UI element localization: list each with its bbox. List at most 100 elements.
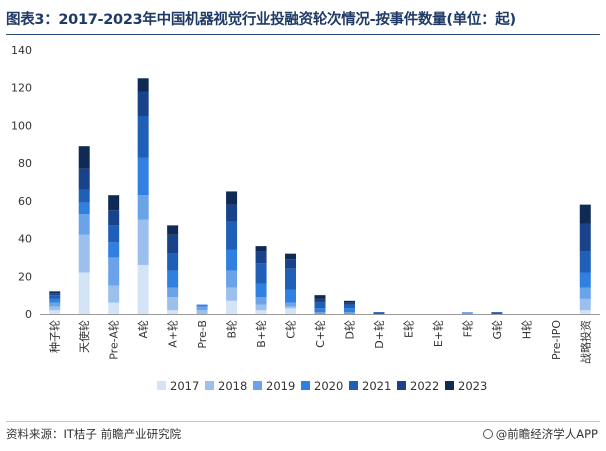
bar-segment — [49, 310, 61, 314]
bar-segment — [78, 189, 90, 203]
bar-segment — [167, 234, 179, 254]
y-tick-label: 60 — [18, 195, 32, 208]
x-tick-label: H轮 — [519, 320, 533, 339]
x-tick-label: C+轮 — [313, 320, 327, 348]
x-tick-label: 战略投资 — [578, 320, 592, 364]
bar-segment — [255, 304, 267, 311]
bar-segment — [108, 285, 120, 303]
legend-swatch — [157, 381, 166, 390]
bar-segment — [285, 268, 297, 290]
bar-segment — [108, 242, 120, 258]
bar-segment — [285, 253, 297, 260]
legend-swatch — [205, 381, 214, 390]
bar-segment — [108, 257, 120, 286]
bar-segment — [579, 251, 591, 273]
bar-segment — [255, 283, 267, 298]
x-tick-label: E轮 — [401, 320, 415, 338]
bar-segment — [343, 312, 355, 314]
x-tick-label: Pre-B — [196, 320, 209, 349]
legend-swatch — [445, 381, 454, 390]
bar-segment — [167, 270, 179, 288]
x-tick-label: Pre-A轮 — [107, 320, 121, 360]
bar-segment — [49, 293, 61, 296]
legend-label: 2020 — [314, 379, 343, 393]
brand-label: @前瞻经济学人APP — [495, 427, 598, 441]
bar-segment — [137, 157, 149, 196]
x-tick-label: 种子轮 — [48, 320, 62, 353]
bar-segment — [226, 287, 238, 301]
x-tick-label: 天使轮 — [77, 320, 91, 353]
title-divider — [6, 34, 600, 35]
y-tick-label: 140 — [11, 44, 32, 57]
bar-segment — [343, 308, 355, 313]
bar-segment — [137, 78, 149, 92]
bar-segment — [314, 295, 326, 299]
bar-segment — [285, 259, 297, 269]
bar-segment — [373, 312, 385, 314]
legend-swatch — [397, 381, 406, 390]
bar-segment — [343, 302, 355, 305]
bar-segment — [196, 310, 208, 314]
bar-segment — [167, 297, 179, 311]
source-note: 资料来源：IT桔子 前瞻产业研究院 — [6, 427, 182, 441]
x-tick-label: G轮 — [490, 320, 504, 340]
x-tick-label: A轮 — [136, 320, 150, 339]
bar-segment — [579, 298, 591, 311]
y-tick-label: 80 — [18, 157, 32, 170]
chart-title: 图表3：2017-2023年中国机器视觉行业投融资轮次情况-按事件数量(单位：起… — [6, 12, 516, 28]
y-tick-label: 40 — [18, 233, 32, 246]
legend-swatch — [349, 381, 358, 390]
legend-swatch — [253, 381, 262, 390]
bar-segment — [167, 225, 179, 235]
bar-segment — [226, 300, 238, 314]
x-tick-label: E+轮 — [431, 320, 445, 347]
bar-segment — [78, 202, 90, 215]
bar-segment — [137, 116, 149, 158]
bar-segment — [78, 146, 90, 169]
bar-segment — [78, 214, 90, 235]
bar-segment — [343, 304, 355, 309]
bar-segment — [579, 204, 591, 224]
bar-segment — [491, 312, 503, 314]
bar-segment — [167, 287, 179, 298]
bar-segment — [226, 249, 238, 271]
bar-segment — [461, 312, 473, 314]
y-tick-label: 0 — [25, 308, 32, 321]
bar-segment — [167, 253, 179, 271]
bar-segment — [49, 295, 61, 299]
bar-segment — [49, 306, 61, 311]
bar-segment — [226, 191, 238, 205]
bar-segment — [579, 310, 591, 314]
legend-label: 2018 — [218, 379, 247, 393]
bar-segment — [255, 297, 267, 305]
y-tick-label: 20 — [18, 270, 32, 283]
bar-segment — [49, 302, 61, 307]
bar-segment — [78, 234, 90, 273]
bar-segment — [285, 306, 297, 309]
bar-segment — [255, 310, 267, 314]
bar-segment — [314, 298, 326, 303]
footer-divider — [6, 421, 600, 422]
bar-segment — [343, 300, 355, 303]
bar-segment — [285, 289, 297, 303]
bar-segment — [49, 291, 61, 294]
bar-segment — [196, 306, 208, 311]
legend-label: 2019 — [266, 379, 295, 393]
y-tick-label: 100 — [11, 119, 32, 132]
bar-segment — [285, 302, 297, 307]
legend-label: 2023 — [458, 379, 487, 393]
x-tick-label: B轮 — [225, 320, 239, 339]
bar-segment — [314, 302, 326, 309]
bar-segment — [49, 298, 61, 303]
bar-segment — [196, 304, 208, 307]
bar-segment — [108, 210, 120, 226]
bar-segment — [137, 91, 149, 116]
bar-segment — [255, 246, 267, 252]
x-tick-label: D轮 — [342, 320, 356, 339]
bar-segment — [137, 219, 149, 265]
legend-label: 2021 — [362, 379, 391, 393]
x-tick-label: C轮 — [284, 320, 298, 339]
bar-segment — [226, 221, 238, 250]
x-tick-label: Pre-IPO — [550, 320, 563, 360]
bar-segment — [314, 312, 326, 314]
